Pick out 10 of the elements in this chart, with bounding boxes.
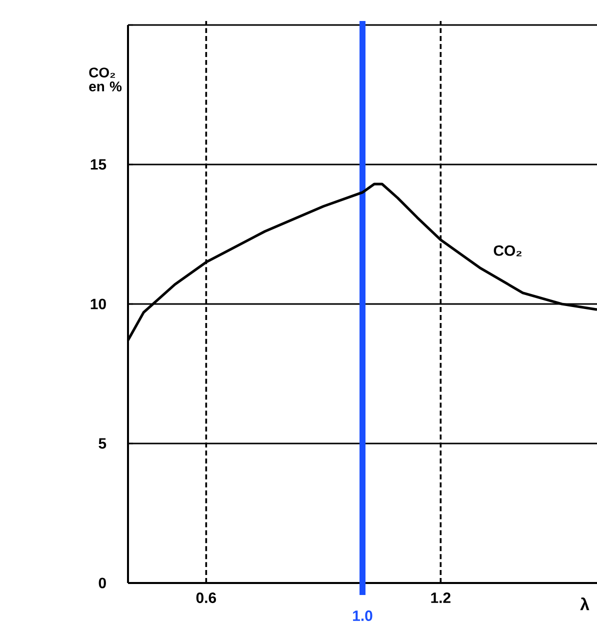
x-tick-label: 1.2 xyxy=(431,592,450,603)
x-axis-title: λ xyxy=(580,597,590,610)
x-tick-label: 0.6 xyxy=(196,592,216,604)
y-axis-title: CO₂ en % xyxy=(89,68,122,92)
y-tick-label: 10 xyxy=(90,298,106,310)
y-tick-label: 0 xyxy=(98,578,106,588)
series-label: CO₂ xyxy=(494,245,522,256)
ref-line-label: 1.0 xyxy=(353,610,372,621)
y-tick-label: 5 xyxy=(98,438,106,449)
y-tick-label: 15 xyxy=(90,159,106,170)
